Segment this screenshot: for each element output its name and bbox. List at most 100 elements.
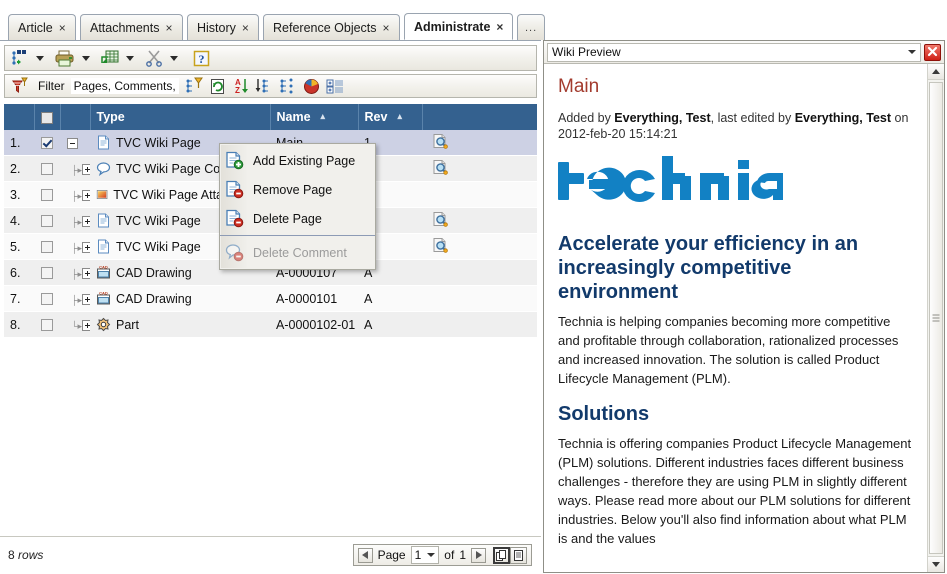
pagination-controls: Page 1 of 1 bbox=[352, 544, 532, 566]
row-checkbox-cell[interactable] bbox=[34, 130, 60, 156]
select-all-checkbox[interactable] bbox=[41, 111, 53, 124]
preview-scrollbar[interactable] bbox=[927, 64, 944, 572]
apply-filter-button[interactable] bbox=[185, 77, 203, 95]
menu-item-add-existing-page[interactable]: Add Existing Page bbox=[220, 146, 375, 175]
row-checkbox[interactable] bbox=[41, 241, 53, 254]
scrollbar-thumb[interactable] bbox=[929, 82, 943, 554]
scroll-down-button[interactable] bbox=[928, 556, 944, 572]
page-select[interactable]: 1 bbox=[410, 546, 440, 564]
col-select-all[interactable] bbox=[34, 104, 61, 130]
row-checkbox-cell[interactable] bbox=[34, 259, 60, 286]
export-table-button[interactable] bbox=[99, 48, 141, 68]
row-expander-cell[interactable]: ├▸ bbox=[60, 259, 90, 286]
row-checkbox[interactable] bbox=[41, 215, 53, 228]
row-checkbox[interactable] bbox=[41, 137, 53, 150]
chevron-down-icon[interactable] bbox=[82, 55, 90, 61]
tab-close-icon[interactable]: × bbox=[382, 20, 390, 35]
col-name[interactable]: Name ▴ bbox=[270, 104, 359, 130]
help-button[interactable]: ? bbox=[191, 49, 212, 68]
sort-az-button[interactable]: A Z bbox=[232, 77, 249, 95]
table-row[interactable]: 8. └▸ Part A-0000102-01 A bbox=[4, 311, 537, 338]
page-prev-button[interactable] bbox=[357, 547, 373, 563]
table-row[interactable]: 7. ├▸ CAD CAD Drawing A-0000101 A bbox=[4, 285, 537, 312]
expand-icon[interactable] bbox=[82, 241, 90, 253]
tab-label: Administrate bbox=[414, 19, 491, 34]
close-button[interactable] bbox=[924, 43, 941, 61]
tab-attachments[interactable]: Attachments × bbox=[80, 14, 183, 40]
tab-bar: Article × Attachments × History × Reference Ob… bbox=[0, 13, 546, 41]
tab-close-icon[interactable]: × bbox=[165, 20, 173, 35]
row-expander-cell[interactable]: └▸ bbox=[60, 311, 90, 338]
expand-icon[interactable] bbox=[82, 189, 90, 201]
expand-icon[interactable] bbox=[82, 163, 90, 175]
chevron-down-icon[interactable] bbox=[126, 55, 134, 61]
col-rev[interactable]: Rev ▴ bbox=[358, 104, 423, 130]
scroll-up-button[interactable] bbox=[928, 64, 944, 80]
svg-text:CAD: CAD bbox=[99, 265, 108, 270]
wiki-page-title: Main bbox=[558, 76, 600, 97]
row-checkbox[interactable] bbox=[41, 267, 53, 280]
chart-button[interactable] bbox=[303, 78, 320, 95]
print-button[interactable] bbox=[53, 48, 97, 68]
row-checkbox-cell[interactable] bbox=[34, 181, 60, 208]
tab-[interactable]: ... bbox=[517, 14, 546, 40]
row-checkbox[interactable] bbox=[41, 163, 53, 176]
row-checkbox[interactable] bbox=[41, 189, 53, 202]
cad-drawing-icon: CAD bbox=[97, 265, 110, 279]
view-list-button[interactable] bbox=[510, 546, 527, 564]
col-type[interactable]: Type bbox=[90, 104, 271, 130]
row-checkbox-cell[interactable] bbox=[34, 311, 60, 338]
row-expander-cell[interactable]: ├▸ bbox=[60, 181, 90, 208]
expand-icon[interactable] bbox=[82, 293, 90, 305]
chevron-down-icon[interactable] bbox=[36, 55, 44, 61]
tab-administrate[interactable]: Administrate × bbox=[404, 13, 514, 40]
sort-structure-button[interactable] bbox=[255, 77, 273, 95]
filter-value[interactable]: Pages, Comments, bbox=[70, 78, 179, 94]
tab-close-icon[interactable]: × bbox=[496, 19, 504, 34]
sort-asc-icon: ▴ bbox=[397, 111, 402, 121]
row-expander-cell[interactable]: ├▸ bbox=[60, 233, 90, 260]
view-cards-button[interactable] bbox=[493, 546, 510, 564]
collapse-icon[interactable] bbox=[66, 137, 78, 149]
row-checkbox[interactable] bbox=[41, 319, 53, 332]
refresh-icon bbox=[210, 78, 224, 94]
tab-close-icon[interactable]: × bbox=[241, 20, 249, 35]
expand-icon[interactable] bbox=[82, 319, 90, 331]
tab-reference-objects[interactable]: Reference Objects × bbox=[263, 14, 400, 40]
row-action-cell bbox=[422, 181, 537, 208]
row-action-cell[interactable] bbox=[422, 207, 537, 234]
row-checkbox-cell[interactable] bbox=[34, 207, 60, 234]
wiki-preview-selector[interactable]: Wiki Preview bbox=[547, 42, 921, 62]
structure-navigate-button[interactable] bbox=[9, 48, 51, 68]
row-type-cell: CAD CAD Drawing bbox=[90, 285, 270, 312]
tools-button[interactable] bbox=[143, 48, 185, 68]
row-checkbox[interactable] bbox=[41, 293, 53, 306]
row-action-cell[interactable] bbox=[422, 155, 537, 182]
row-checkbox-cell[interactable] bbox=[34, 155, 60, 182]
menu-item-delete-page[interactable]: Delete Page bbox=[220, 204, 375, 233]
row-expander-cell[interactable]: ├▸ bbox=[60, 155, 90, 182]
row-action-cell[interactable] bbox=[422, 130, 537, 156]
clear-filter-button[interactable] bbox=[10, 77, 29, 95]
chevron-down-icon[interactable] bbox=[908, 50, 916, 54]
tab-history[interactable]: History × bbox=[187, 14, 259, 40]
row-checkbox-cell[interactable] bbox=[34, 285, 60, 312]
menu-item-remove-page[interactable]: Remove Page bbox=[220, 175, 375, 204]
row-expander-cell[interactable]: ├▸ bbox=[60, 207, 90, 234]
tab-article[interactable]: Article × bbox=[8, 14, 76, 40]
expand-icon[interactable] bbox=[82, 267, 90, 279]
context-menu[interactable]: Add Existing Page Remove Page Delete Page D… bbox=[219, 143, 376, 270]
tree-connector-icon: ├▸ bbox=[71, 294, 82, 305]
page-next-button[interactable] bbox=[471, 547, 486, 563]
expand-icon[interactable] bbox=[82, 215, 90, 227]
row-action-cell[interactable] bbox=[422, 233, 537, 260]
expand-structure-button[interactable] bbox=[279, 77, 297, 95]
row-expander-cell[interactable] bbox=[60, 130, 90, 156]
tab-close-icon[interactable]: × bbox=[58, 20, 66, 35]
refresh-button[interactable] bbox=[209, 78, 226, 95]
technia-logo-icon bbox=[558, 156, 783, 202]
columns-button[interactable] bbox=[326, 78, 344, 95]
row-checkbox-cell[interactable] bbox=[34, 233, 60, 260]
chevron-down-icon[interactable] bbox=[170, 55, 178, 61]
row-expander-cell[interactable]: ├▸ bbox=[60, 285, 90, 312]
